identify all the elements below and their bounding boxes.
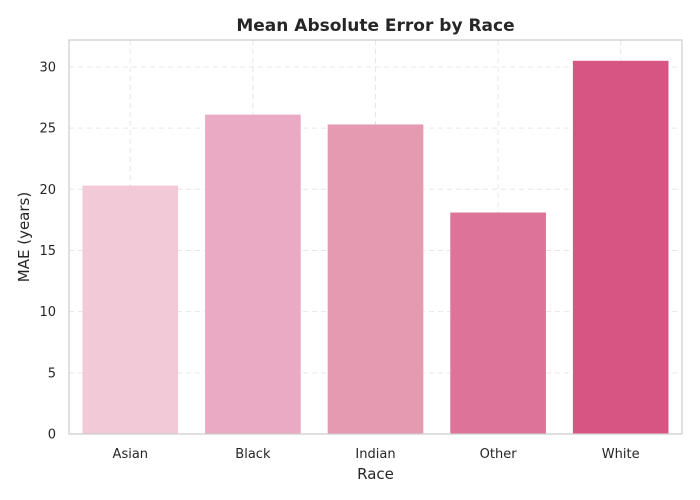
y-axis-label: MAE (years) (15, 192, 33, 282)
y-tick-label: 10 (39, 305, 56, 320)
x-tick-label-white: White (602, 447, 640, 462)
bar-asian (82, 185, 179, 434)
x-axis-label: Race (357, 465, 394, 483)
y-tick-label: 25 (39, 122, 56, 137)
x-tick-label-black: Black (235, 447, 271, 462)
chart-title: Mean Absolute Error by Race (236, 16, 514, 36)
x-tick-labels: Asian Black Indian Other White (113, 447, 640, 462)
y-tick-label: 0 (48, 428, 56, 443)
y-tick-label: 5 (48, 366, 56, 381)
bar-white (572, 60, 669, 435)
x-tick-label-other: Other (480, 447, 518, 462)
bar-other (450, 212, 546, 434)
y-tick-label: 20 (39, 183, 56, 198)
bar-layer (82, 60, 669, 435)
bar-black (205, 114, 301, 434)
y-tick-labels: 0 5 10 15 20 25 30 (39, 60, 56, 442)
plot-frame (68, 39, 683, 435)
x-tick-label-indian: Indian (355, 447, 395, 462)
x-tick-label-asian: Asian (113, 447, 148, 462)
y-tick-label: 15 (39, 244, 56, 259)
bar-indian (327, 124, 424, 434)
y-tick-label: 30 (39, 60, 56, 75)
